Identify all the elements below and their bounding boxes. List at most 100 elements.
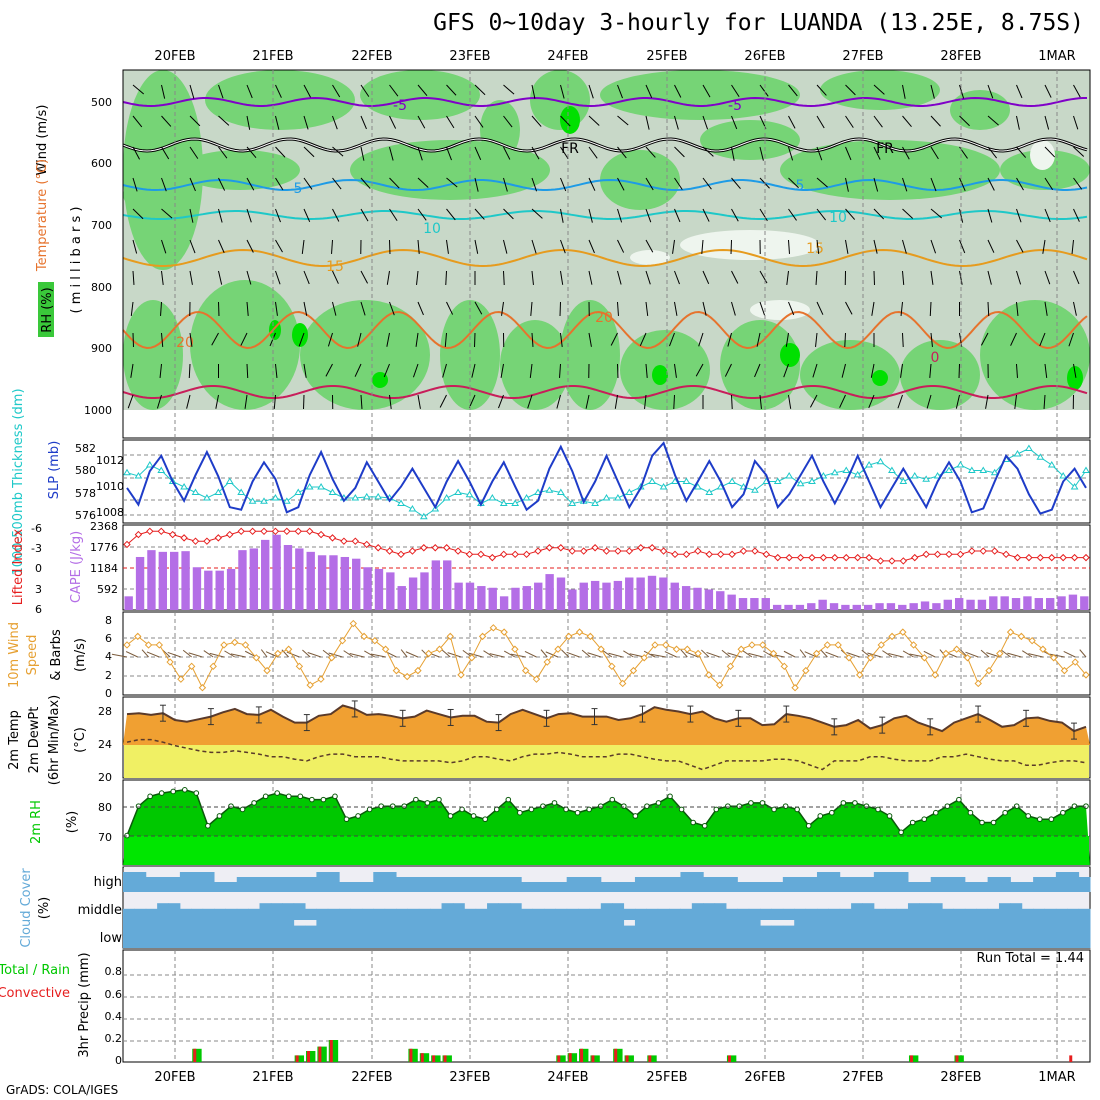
wind-barb [389,115,397,129]
cape-bar [556,577,566,610]
cape-bar [738,598,748,610]
lifted-index-line-point [226,530,234,539]
wind-barb [360,208,369,222]
cloud-middle-bar [612,903,625,920]
wind10-speed-line-point [769,649,778,658]
cloud-high-bar [998,877,1011,892]
cloud-high-bar [305,877,317,892]
wind10-barb [923,650,936,658]
rh2m-point [944,803,951,809]
wind-barb [1044,177,1054,191]
wind10-speed-line-point [478,632,487,641]
wind-barb [132,177,138,192]
cloud-low-bar [452,920,465,948]
wind-barb [731,208,739,222]
wind10-speed-line-point [737,645,745,653]
cloud-low-bar [430,920,443,948]
wind-barb [902,177,908,192]
wind-barb [902,270,905,285]
wind-barb [1073,270,1080,285]
wind-barb [987,301,990,317]
wind10-barb [721,649,731,658]
wind-barb [698,332,704,347]
precip-total-bar [294,1055,305,1062]
wind-barb [189,239,196,254]
cloud-high-bar [794,877,807,892]
wind10-speed-line-point [748,641,756,649]
cape-bar [499,596,509,610]
wind-barb [303,363,307,378]
wind10-speed-line-point [683,645,692,653]
cape-bar [522,586,532,610]
wind-barb [360,115,367,130]
cape-bar [1011,598,1021,610]
wind-barb [132,208,144,220]
thickness-line-point [556,488,565,495]
cloud-middle-bar [816,908,829,920]
wind-barb [987,270,992,285]
lifted-index-line-point [637,544,645,552]
wind-barb [389,301,395,316]
wind10-speed-line-point [618,679,627,688]
footer-credit: GrADS: COLA/IGES [6,1083,119,1097]
wind10-speed-line-point [651,641,659,649]
wind10-speed-line-point [1071,658,1079,666]
cape-bar [647,575,657,610]
thickness-line-point [922,475,931,482]
dewpt-band [124,745,1089,778]
wind10-speed-line-point [144,641,153,649]
slp-ytick-right: 1008 [96,506,124,519]
thickness-line-point [351,494,360,501]
wind-barb [246,363,249,379]
rh2m-point [678,806,685,813]
date-label-top: 23FEB [449,49,490,64]
cloud-high-bar [407,877,420,892]
cloud-low-bar [1078,920,1091,948]
rh2m-point [436,796,442,803]
wind-barb [161,177,167,192]
lifted-index-line-point [123,540,131,549]
lifted-index-line-point [1013,553,1022,562]
cloud-middle-bar [396,908,408,920]
wind-barb [246,115,251,130]
wind-barb [471,363,476,378]
thickness-line-point [317,483,325,490]
wind-barb [189,332,193,347]
cloud-middle-bar [259,903,272,920]
cape-bar [158,551,168,610]
wind-barb [645,146,656,158]
rh-region [900,340,980,410]
wind-barb [531,239,537,254]
cloud-level-middle: middle [78,903,122,918]
lifted-index-line-point [500,550,508,559]
wind-barb [645,239,654,253]
wind-barb [645,177,654,191]
wind-barb [127,394,134,409]
wind10-speed-line-point [511,645,519,653]
rh2m-point [389,803,396,809]
precip-label1: Total / Rain [0,963,70,978]
cloud-low-bar [737,920,750,948]
cloud-unit: (%) [37,897,52,920]
cloud-high-bar [646,877,659,892]
lifted-index-line-point [785,553,793,562]
cape-bar [590,580,600,610]
chart-title: GFS 0~10day 3-hourly for LUANDA (13.25E,… [433,10,1084,36]
wind-barb [332,84,341,98]
cloud-middle-bar [418,908,431,920]
wind-barb [360,301,366,316]
rh2m-point [829,809,835,816]
wind10-barb [209,652,225,658]
wind10-speed-line-point [241,641,250,649]
cloud-low-bar [168,920,181,948]
thickness-line-point [671,477,679,484]
dates-top: 20FEB 21FEB 22FEB 23FEB 24FEB 25FEB 26FEB 27FEB… [154,49,1075,64]
cloud-low-bar [828,920,841,948]
wind-barb [130,363,134,378]
wind10-barb [483,650,494,658]
cloud-low-bar [885,920,898,948]
lifted-index-line-point [1025,553,1033,562]
cloud-middle-bar [987,908,1000,920]
wind-barb [816,115,825,129]
slp-ytick-left: 582 [75,442,96,455]
